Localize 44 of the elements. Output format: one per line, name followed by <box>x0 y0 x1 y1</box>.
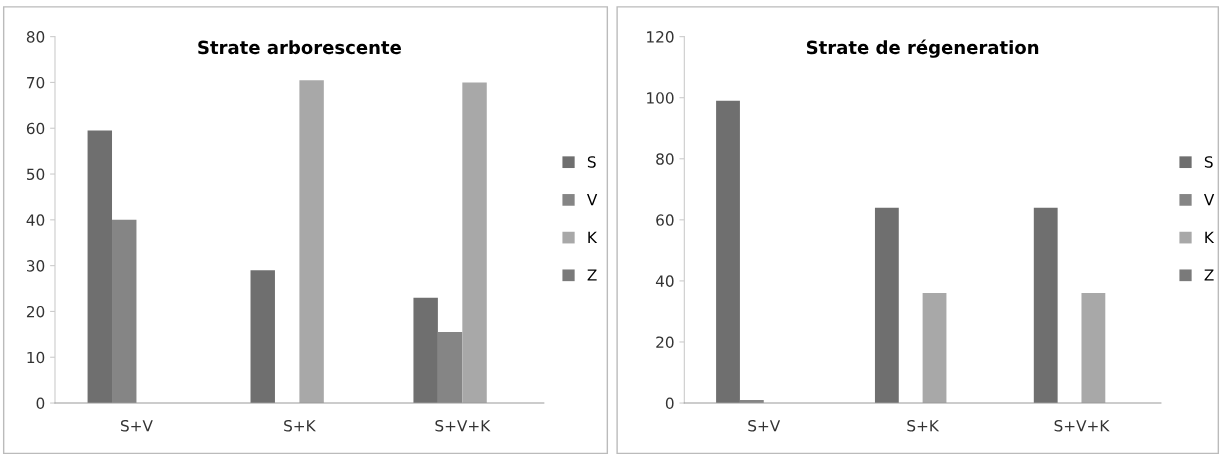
bar <box>462 82 487 404</box>
legend-label: K <box>588 231 598 243</box>
bar <box>1033 207 1058 404</box>
x-tick-label: S+V+K <box>435 419 491 432</box>
x-tick-label: S+K <box>907 419 940 432</box>
y-tick-label: 0 <box>36 397 45 410</box>
y-tick-label: 100 <box>647 92 674 104</box>
legend-label: S <box>1204 156 1213 168</box>
y-tick-label: 60 <box>26 122 45 135</box>
chart-title: Strate arborescente <box>198 40 401 55</box>
y-tick-label: 70 <box>27 76 45 89</box>
y-tick-label: 40 <box>655 275 674 287</box>
y-tick-label: 60 <box>656 214 674 226</box>
x-tick-label: S+V <box>748 419 781 432</box>
bar <box>922 293 947 404</box>
y-tick-label: 80 <box>26 31 45 43</box>
y-tick-label: 10 <box>27 351 45 364</box>
x-tick-label: S+K <box>284 419 316 432</box>
y-tick-label: 120 <box>647 31 674 43</box>
y-tick-label: 0 <box>665 397 674 410</box>
legend-label: V <box>1203 194 1215 206</box>
legend-label: Z <box>1204 269 1214 281</box>
y-tick-label: 50 <box>27 168 45 181</box>
chart-title: Strate de régeneration <box>806 39 1039 58</box>
bar <box>112 219 137 404</box>
y-tick-label: 20 <box>656 336 674 348</box>
legend-label: K <box>1205 231 1215 243</box>
bar <box>250 270 275 404</box>
x-tick-label: S+V+K <box>1054 419 1110 432</box>
bar <box>874 207 899 404</box>
y-tick-label: 40 <box>26 214 45 226</box>
x-tick-label: S+V <box>120 419 153 432</box>
legend-label: S <box>587 156 596 168</box>
bar <box>1081 293 1106 404</box>
legend-label: Z <box>587 269 597 281</box>
bar <box>87 130 113 404</box>
y-tick-label: 30 <box>26 260 45 272</box>
bar <box>716 100 740 404</box>
bar <box>413 297 438 404</box>
bar <box>299 80 324 404</box>
y-tick-label: 20 <box>26 305 45 318</box>
bar <box>437 332 463 404</box>
y-tick-label: 80 <box>656 153 674 165</box>
legend-label: V <box>586 194 598 206</box>
